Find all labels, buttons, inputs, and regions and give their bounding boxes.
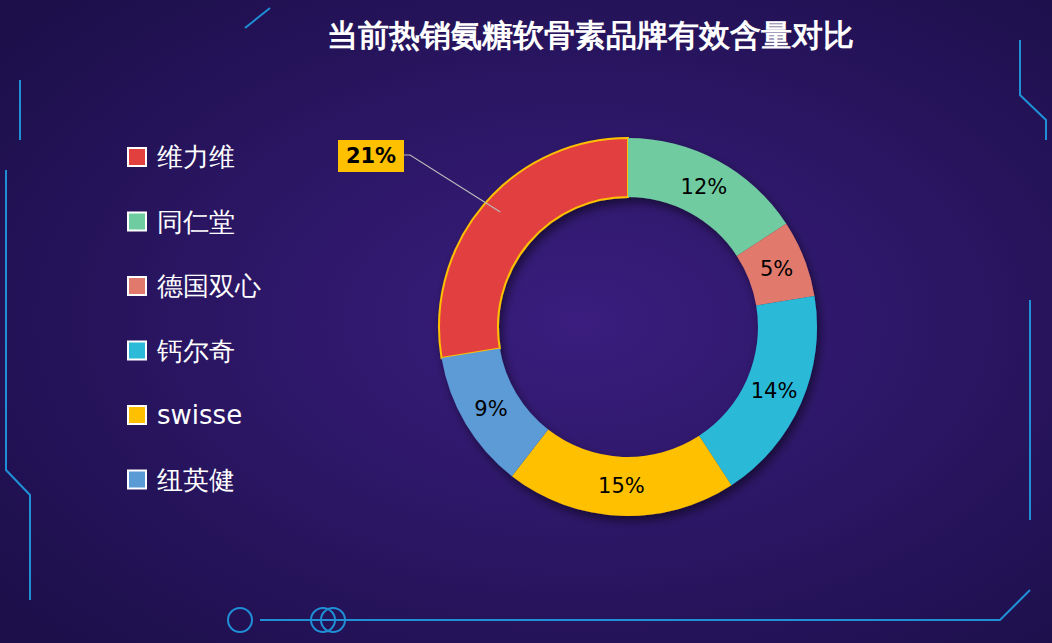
legend-swatch: [128, 342, 146, 360]
data-label: 15%: [598, 474, 645, 498]
legend-swatch: [128, 471, 146, 489]
slice: [439, 138, 628, 358]
data-label: 21%: [346, 144, 396, 168]
legend-label: 维力维: [157, 142, 235, 172]
frame-circle: [321, 608, 345, 632]
data-label: 14%: [751, 379, 798, 403]
background: [0, 0, 1052, 643]
slice: [737, 224, 815, 306]
frame-line: [6, 170, 30, 600]
slice: [442, 348, 549, 476]
slice: [628, 138, 786, 256]
legend-label: 钙尔奇: [156, 336, 235, 366]
data-label: 9%: [474, 397, 507, 421]
label-box: [338, 140, 404, 172]
data-labels: 21% 12% 5% 14% 15% 9%: [338, 140, 797, 498]
frame-circle: [311, 608, 335, 632]
leader-line: [404, 155, 500, 212]
legend-label: 德国双心: [157, 271, 261, 301]
legend-swatch: [128, 406, 146, 424]
frame-line: [1029, 300, 1031, 520]
data-label: 5%: [760, 257, 793, 281]
frame-line: [19, 80, 21, 140]
donut: [439, 138, 817, 516]
data-label: 12%: [681, 175, 728, 199]
legend-label: 同仁堂: [157, 207, 235, 237]
legend-swatch: [128, 148, 146, 166]
legend-label: 纽英健: [157, 465, 235, 495]
frame-line: [260, 590, 1030, 620]
legend-swatch: [128, 213, 146, 231]
legend: 维力维同仁堂德国双心钙尔奇 swisse 纽英健: [128, 142, 261, 495]
frame-circle: [228, 608, 252, 632]
legend-label: swisse: [157, 400, 242, 430]
title: 当前热销氨糖软骨素品牌有效含量对比: [327, 17, 854, 53]
decoration: [6, 8, 1046, 632]
slice: [512, 430, 731, 516]
legend-swatch: [128, 277, 146, 295]
frame-line: [245, 8, 270, 28]
frame-line: [1020, 40, 1046, 140]
slice: [699, 296, 817, 485]
chart: 当前热销氨糖软骨素品牌有效含量对比 21% 12% 5% 14% 15% 9% 维力维同仁堂德…: [0, 0, 1052, 643]
